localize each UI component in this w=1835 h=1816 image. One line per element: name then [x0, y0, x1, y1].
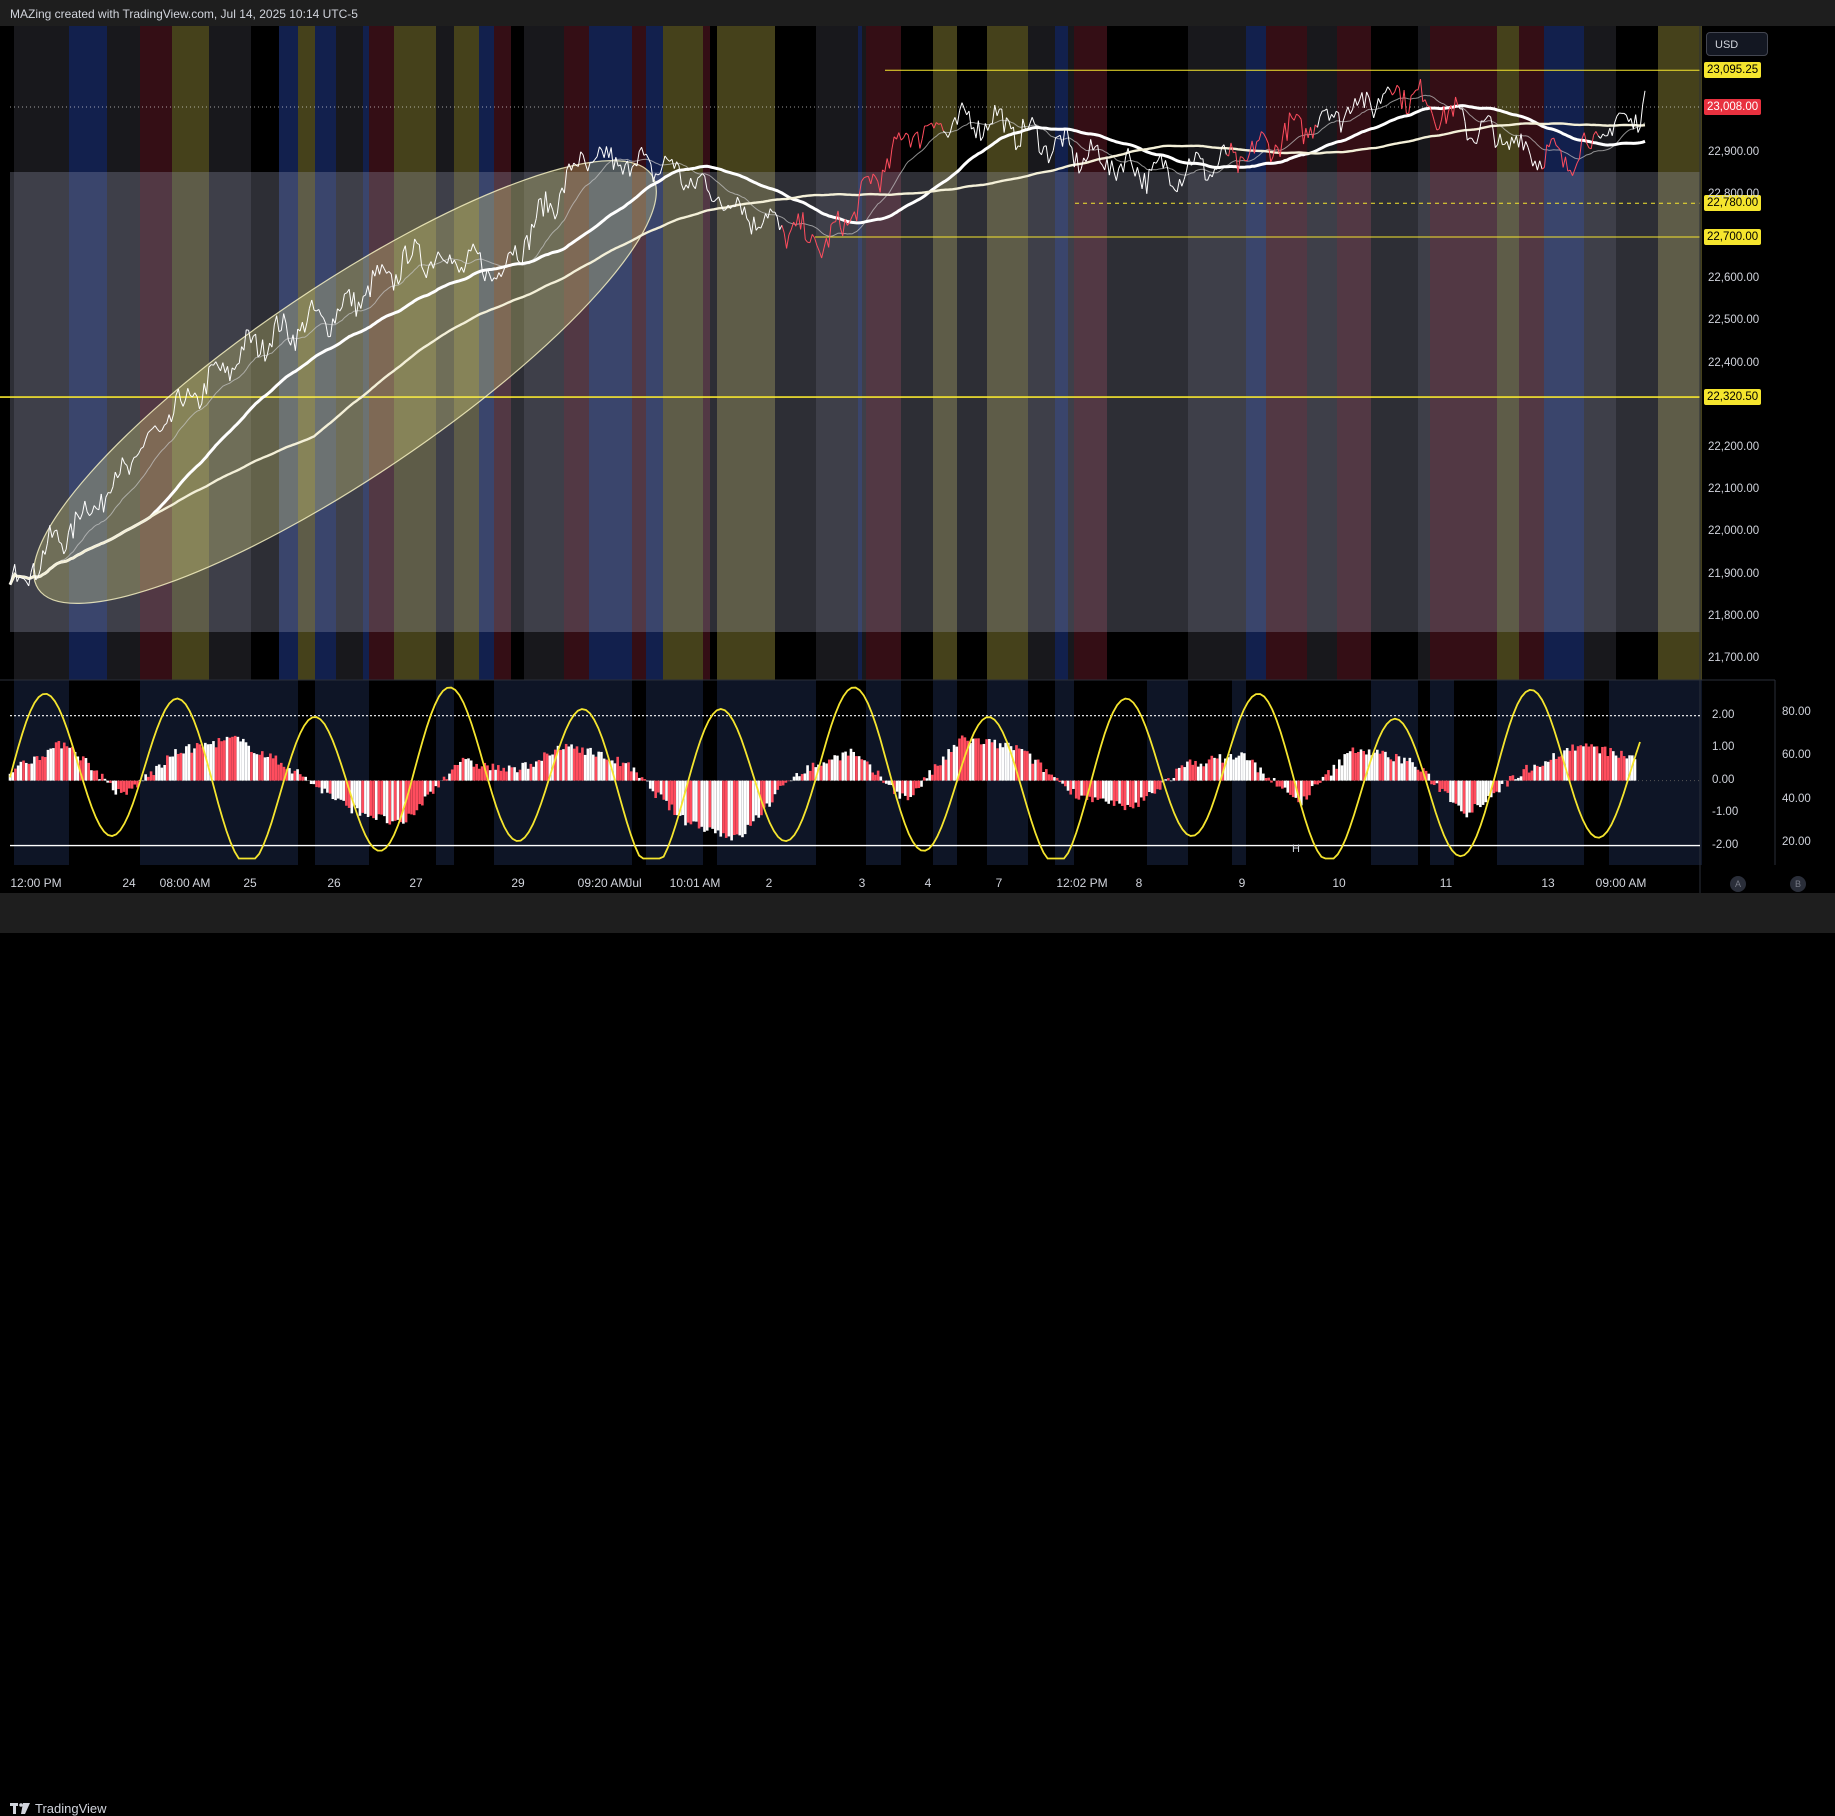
time-axis-label: 7	[996, 876, 1003, 890]
price-tag: 22,700.00	[1704, 229, 1761, 245]
price-segment	[1406, 113, 1408, 114]
price-axis-label: 22,600.00	[1708, 272, 1759, 284]
osc-axis-label-left: 0.00	[1712, 774, 1734, 786]
price-tag: 22,320.50	[1704, 389, 1761, 405]
price-axis-label: 22,800.00	[1708, 188, 1759, 200]
time-axis-label: 09:00 AM	[1596, 876, 1647, 890]
time-axis-label: Jul	[626, 876, 641, 890]
osc-band	[646, 680, 663, 865]
osc-band	[1055, 680, 1068, 865]
osc-axis-label-right: 20.00	[1782, 836, 1811, 848]
time-axis-label: 08:00 AM	[160, 876, 211, 890]
price-axis-label: 21,900.00	[1708, 568, 1759, 580]
time-axis-label: 13	[1541, 876, 1554, 890]
time-axis-label: 29	[511, 876, 524, 890]
osc-axis-label-left: 1.00	[1712, 741, 1734, 753]
time-axis-label: 11	[1440, 876, 1452, 890]
osc-axis-label-right: 80.00	[1782, 706, 1811, 718]
scale-button-a[interactable]: A	[1730, 876, 1746, 892]
osc-band	[663, 680, 703, 865]
time-axis-label: 3	[859, 876, 866, 890]
osc-axis-label-right: 40.00	[1782, 793, 1811, 805]
time-axis-label: 2	[766, 876, 773, 890]
oscillator-marker: H	[1292, 843, 1300, 855]
price-axis-label: 22,400.00	[1708, 357, 1759, 369]
osc-axis-label-left: -1.00	[1712, 806, 1738, 818]
osc-band	[1430, 680, 1454, 865]
time-axis-label: 25	[243, 876, 256, 890]
tradingview-logo-text: TradingView	[35, 1801, 107, 1816]
price-axis-label: 22,900.00	[1708, 146, 1759, 158]
scale-button-b[interactable]: B	[1790, 876, 1806, 892]
chart-header: MAZing created with TradingView.com, Jul…	[0, 0, 1835, 26]
price-axis-label: 22,200.00	[1708, 441, 1759, 453]
osc-band	[747, 680, 775, 865]
time-axis-label: 12:00 PM	[10, 876, 61, 890]
osc-band	[315, 680, 336, 865]
price-tag: 23,008.00	[1704, 99, 1761, 115]
chart-canvas[interactable]	[0, 26, 1835, 893]
price-axis-label: 22,000.00	[1708, 525, 1759, 537]
footer-bar: TradingView	[0, 893, 1835, 933]
time-axis-label: 24	[122, 876, 135, 890]
time-axis-label: 26	[327, 876, 340, 890]
time-axis-label: 8	[1136, 876, 1143, 890]
price-axis-label: 21,700.00	[1708, 652, 1759, 664]
osc-axis-label-left: 2.00	[1712, 709, 1734, 721]
time-axis-label: 12:02 PM	[1056, 876, 1107, 890]
snapshot-caption: MAZing created with TradingView.com, Jul…	[10, 7, 358, 21]
price-segment	[1322, 111, 1324, 112]
time-axis-label: 9	[1239, 876, 1246, 890]
price-segment	[712, 201, 714, 202]
osc-axis-label-left: -2.00	[1712, 839, 1738, 851]
price-tag: 23,095.25	[1704, 62, 1761, 78]
time-axis-label: 4	[925, 876, 932, 890]
tradingview-logo[interactable]: TradingView	[10, 1801, 107, 1816]
price-axis-label: 22,100.00	[1708, 483, 1759, 495]
price-axis-label: 21,800.00	[1708, 610, 1759, 622]
time-axis-label: 10:01 AM	[670, 876, 721, 890]
osc-band	[1658, 680, 1702, 865]
osc-band	[1068, 680, 1074, 865]
price-segment	[22, 578, 24, 579]
osc-band	[336, 680, 363, 865]
time-axis-label: 27	[409, 876, 422, 890]
currency-button[interactable]: USD	[1706, 32, 1768, 56]
price-segment	[1481, 121, 1483, 122]
osc-axis-label-right: 60.00	[1782, 749, 1811, 761]
time-axis-label: 10	[1332, 876, 1345, 890]
tradingview-logo-icon	[10, 1803, 30, 1815]
time-axis-label: 09:20 AM	[578, 876, 629, 890]
price-axis-label: 22,500.00	[1708, 314, 1759, 326]
